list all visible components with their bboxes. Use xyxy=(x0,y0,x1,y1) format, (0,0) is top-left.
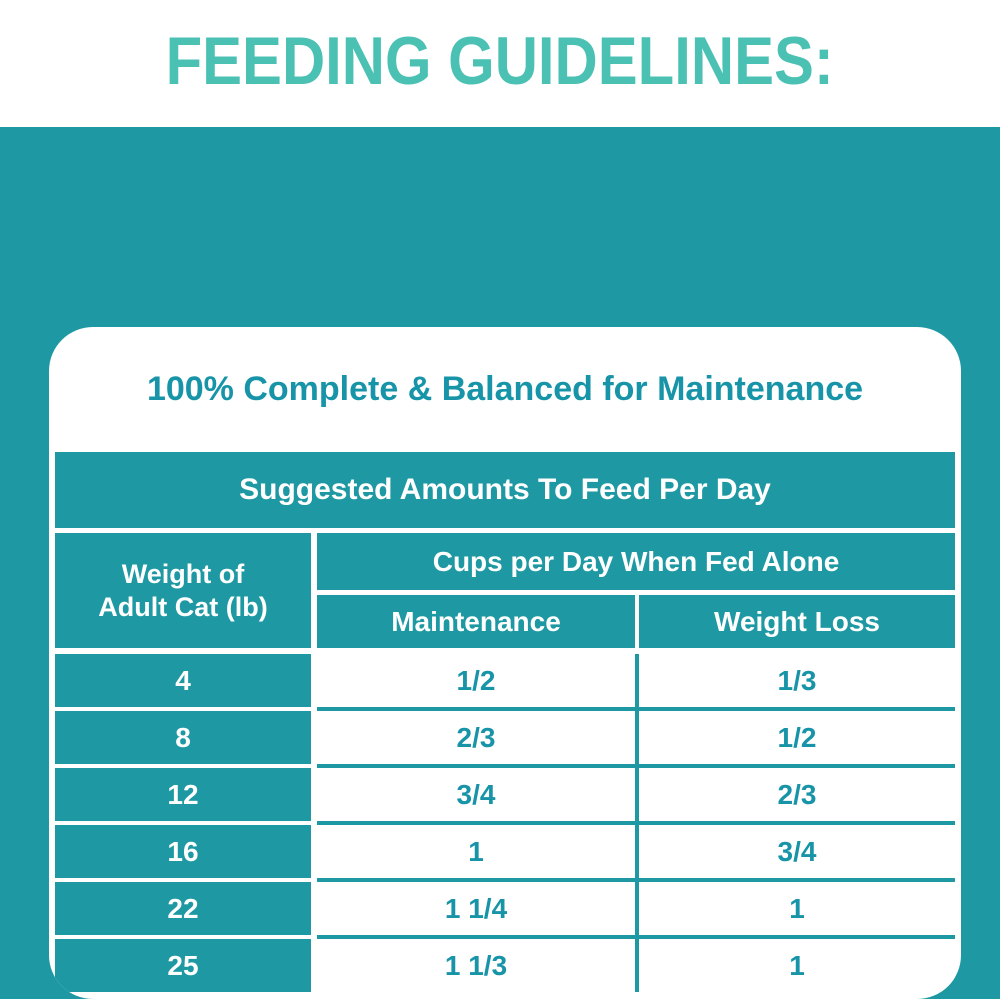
row-separator xyxy=(55,935,955,939)
maintenance-cell: 1 1/3 xyxy=(317,939,635,992)
separator-line xyxy=(317,707,955,711)
table-row: 12 3/4 2/3 xyxy=(55,768,955,821)
row-separator xyxy=(55,764,955,768)
column-gap xyxy=(311,882,317,935)
separator-gap xyxy=(55,878,317,882)
column-gap xyxy=(635,595,639,648)
table-banner: Suggested Amounts To Feed Per Day xyxy=(55,452,955,528)
maintenance-cell: 2/3 xyxy=(317,711,635,764)
weight-loss-cell: 1/3 xyxy=(639,654,955,707)
column-gap xyxy=(311,825,317,878)
table-row: 22 1 1/4 1 xyxy=(55,882,955,935)
column-divider xyxy=(635,882,639,935)
column-gap xyxy=(311,939,317,992)
table-row: 16 1 3/4 xyxy=(55,825,955,878)
weight-cell: 12 xyxy=(55,768,311,821)
weight-loss-column-header: Weight Loss xyxy=(639,595,955,648)
weight-loss-cell: 1 xyxy=(639,882,955,935)
column-divider xyxy=(635,825,639,878)
weight-loss-cell: 1/2 xyxy=(639,711,955,764)
column-divider xyxy=(635,939,639,992)
column-divider xyxy=(635,654,639,707)
separator-line xyxy=(317,764,955,768)
teal-background: 100% Complete & Balanced for Maintenance… xyxy=(0,127,1000,999)
sub-header-row: Maintenance Weight Loss xyxy=(317,595,955,648)
table-row: 8 2/3 1/2 xyxy=(55,711,955,764)
card-title: 100% Complete & Balanced for Maintenance xyxy=(146,370,864,408)
maintenance-cell: 1 1/4 xyxy=(317,882,635,935)
row-separator xyxy=(55,707,955,711)
cups-group-header: Cups per Day When Fed Alone xyxy=(317,533,955,590)
weight-cell: 4 xyxy=(55,654,311,707)
column-gap xyxy=(311,711,317,764)
column-divider xyxy=(635,711,639,764)
weight-column-header: Weight of Adult Cat (lb) xyxy=(55,533,311,648)
column-divider xyxy=(635,768,639,821)
table-header-row: Weight of Adult Cat (lb) Cups per Day Wh… xyxy=(55,533,955,648)
separator-gap xyxy=(55,764,317,768)
column-gap xyxy=(311,654,317,707)
column-gap xyxy=(311,768,317,821)
separator-line xyxy=(317,878,955,882)
cups-header-group: Cups per Day When Fed Alone Maintenance … xyxy=(317,533,955,648)
table-body: 4 1/2 1/3 8 2/3 1/2 12 3/4 2/3 16 1 3/4 22 1 1/4 1 25 1 … xyxy=(55,654,955,992)
row-separator xyxy=(55,878,955,882)
weight-header-line2: Adult Cat (lb) xyxy=(98,591,268,622)
column-gap xyxy=(311,533,317,648)
maintenance-cell: 1/2 xyxy=(317,654,635,707)
table-row: 4 1/2 1/3 xyxy=(55,654,955,707)
weight-cell: 25 xyxy=(55,939,311,992)
weight-header-line1: Weight of xyxy=(121,558,245,589)
weight-loss-cell: 2/3 xyxy=(639,768,955,821)
maintenance-cell: 3/4 xyxy=(317,768,635,821)
separator-gap xyxy=(55,707,317,711)
page-title: FEEDING GUIDELINES: xyxy=(165,22,835,99)
maintenance-cell: 1 xyxy=(317,825,635,878)
row-separator xyxy=(55,821,955,825)
table-row: 25 1 1/3 1 xyxy=(55,939,955,992)
weight-loss-cell: 3/4 xyxy=(639,825,955,878)
separator-gap xyxy=(55,935,317,939)
separator-line xyxy=(317,935,955,939)
feeding-table: Suggested Amounts To Feed Per Day Weight… xyxy=(49,452,961,992)
weight-loss-cell: 1 xyxy=(639,939,955,992)
maintenance-column-header: Maintenance xyxy=(317,595,635,648)
separator-line xyxy=(317,821,955,825)
feeding-guidelines-card: 100% Complete & Balanced for Maintenance… xyxy=(49,327,961,999)
weight-cell: 16 xyxy=(55,825,311,878)
weight-cell: 8 xyxy=(55,711,311,764)
weight-cell: 22 xyxy=(55,882,311,935)
separator-gap xyxy=(55,821,317,825)
top-heading-band: FEEDING GUIDELINES: xyxy=(0,0,1000,127)
header-gap xyxy=(317,590,955,595)
